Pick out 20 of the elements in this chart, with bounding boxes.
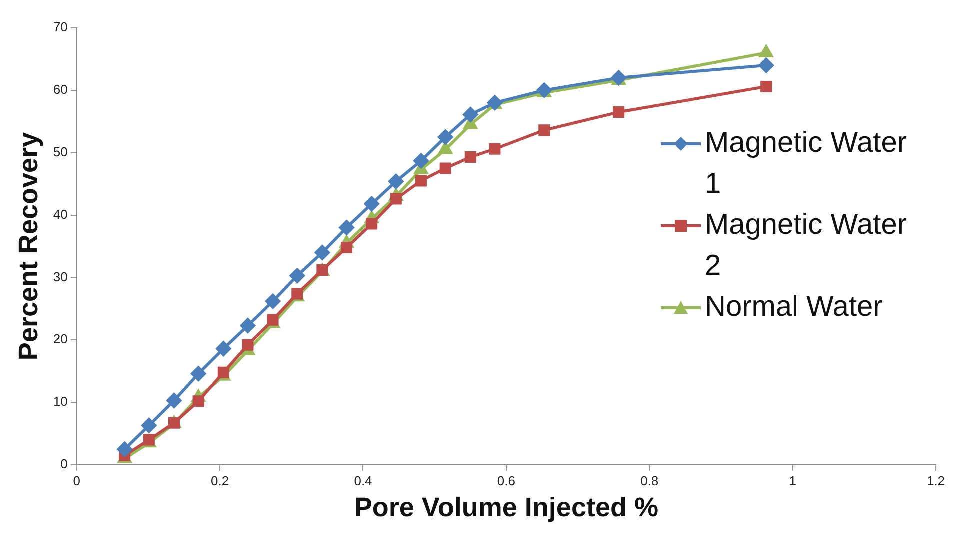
x-tick-label: 0.4: [354, 473, 372, 488]
y-tick-label: 50: [53, 144, 68, 160]
x-tick-label: 0.6: [497, 473, 516, 488]
legend-label: Normal Water: [705, 290, 883, 325]
y-tick-label: 0: [60, 456, 68, 472]
legend-label: Magnetic Water 2: [705, 208, 908, 284]
x-axis-title: Pore Volume Injected %: [354, 492, 658, 522]
legend-label: Magnetic Water 1: [705, 126, 908, 202]
y-tick-label: 20: [53, 332, 68, 347]
y-tick-label: 70: [53, 20, 68, 35]
x-tick-label: 0.8: [640, 473, 659, 488]
y-tick-label: 40: [53, 206, 68, 222]
y-tick-label: 10: [53, 394, 68, 410]
y-tick-label: 60: [53, 82, 68, 98]
y-tick-label: 30: [53, 269, 68, 284]
y-axis-title: Percent Recovery: [14, 132, 44, 361]
x-tick-label: 0.2: [211, 473, 230, 488]
x-tick-label: 1: [789, 473, 796, 488]
x-tick-label: 1.2: [926, 473, 946, 488]
x-tick-label: 0: [73, 473, 80, 488]
